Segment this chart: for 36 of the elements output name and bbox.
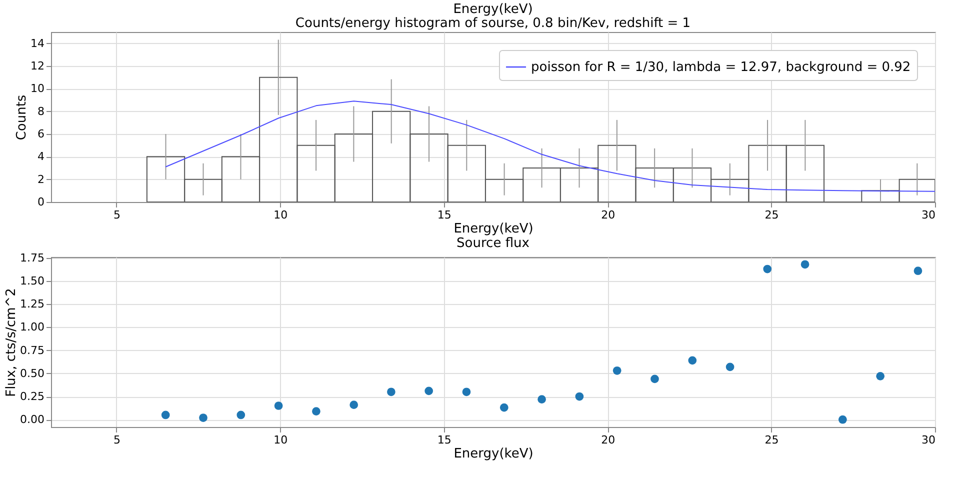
y-axis-title: Counts bbox=[14, 94, 30, 140]
y-tick-label: 4 bbox=[38, 150, 44, 164]
y-tick-label: 0.50 bbox=[20, 366, 44, 380]
x-tick-label: 10 bbox=[274, 208, 288, 222]
y-tick-label: 6 bbox=[38, 128, 44, 140]
y-tick-label: 0.00 bbox=[20, 413, 44, 426]
x-tick-label: 30 bbox=[922, 434, 936, 446]
y-tick-label: 1.25 bbox=[20, 298, 44, 311]
y-tick-label: 12 bbox=[30, 60, 44, 72]
x-tick-label: 20 bbox=[601, 208, 616, 222]
chart-title: Source flux bbox=[456, 236, 530, 251]
chart-subtitle: Counts/energy histogram of sourse, 0.8 bin/Kev, redshift = 1 bbox=[295, 16, 691, 31]
y-tick-label: 0.75 bbox=[20, 344, 44, 357]
chart-title: Energy(keV) bbox=[453, 2, 533, 17]
x-tick-label: 30 bbox=[922, 208, 936, 222]
x-tick-label: 15 bbox=[437, 208, 452, 222]
y-tick-label: 1.75 bbox=[20, 251, 44, 264]
x-tick-label: 20 bbox=[601, 434, 616, 446]
x-tick-label: 5 bbox=[113, 434, 120, 446]
y-tick-label: 14 bbox=[30, 36, 44, 50]
x-axis-title: Energy(keV) bbox=[454, 222, 534, 236]
y-tick-label: 10 bbox=[30, 82, 44, 96]
legend-label: poisson for R = 1/30, lambda = 12.97, background = 0.92 bbox=[531, 60, 911, 75]
y-tick-label: 8 bbox=[38, 104, 44, 118]
y-tick-label: 0.25 bbox=[20, 390, 44, 404]
x-axis-title: Energy(keV) bbox=[454, 446, 534, 462]
y-axis-title: Flux, cts/s/cm^2 bbox=[4, 288, 20, 397]
x-tick-label: 25 bbox=[764, 434, 779, 446]
y-tick-label: 2 bbox=[38, 172, 44, 186]
y-tick-label: 0 bbox=[38, 196, 44, 208]
x-tick-label: 5 bbox=[113, 208, 120, 222]
x-tick-label: 25 bbox=[764, 208, 779, 222]
y-tick-label: 1.00 bbox=[20, 320, 44, 334]
x-tick-label: 10 bbox=[274, 434, 288, 446]
y-tick-label: 1.50 bbox=[20, 274, 44, 288]
x-tick-label: 15 bbox=[437, 434, 452, 446]
